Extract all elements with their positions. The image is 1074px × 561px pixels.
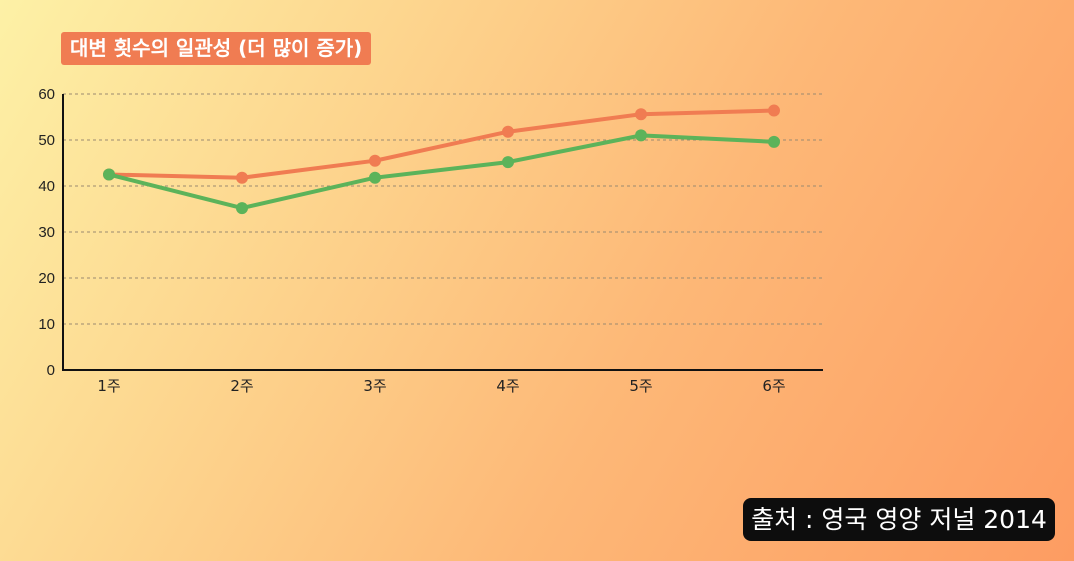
- axes: [62, 94, 823, 371]
- x-tick-label: 5주: [629, 377, 652, 395]
- data-point: [236, 202, 248, 215]
- x-tick-label: 1주: [97, 377, 120, 395]
- series-line: [107, 133, 776, 211]
- y-tick-label: 60: [38, 86, 55, 103]
- chart-title: 대변 횟수의 일관성 (더 많이 증가): [61, 32, 372, 65]
- data-point: [369, 154, 381, 167]
- series-group: [103, 104, 780, 215]
- data-point: [768, 135, 780, 148]
- x-tick-label: 2주: [230, 377, 253, 395]
- y-tick-label: 10: [38, 316, 55, 333]
- x-tick-label: 3주: [363, 377, 386, 395]
- y-tick-label: 50: [38, 132, 55, 149]
- x-tick-label: 4주: [496, 377, 519, 395]
- y-tick-label: 0: [47, 362, 55, 379]
- y-tick-labels: 0 10 20 30 40 50 60: [38, 86, 55, 379]
- data-point: [369, 171, 381, 184]
- data-point: [635, 108, 647, 121]
- source-caption: 출처 : 영국 영양 저널 2014: [743, 498, 1055, 541]
- data-point: [103, 168, 115, 181]
- series-2: [103, 129, 780, 215]
- data-point: [236, 171, 248, 184]
- data-point: [635, 129, 647, 142]
- grid-lines: [63, 93, 823, 325]
- data-point: [502, 156, 514, 169]
- y-tick-label: 40: [38, 178, 55, 195]
- y-tick-label: 20: [38, 270, 55, 287]
- data-point: [768, 104, 780, 117]
- data-point: [502, 125, 514, 138]
- y-tick-label: 30: [38, 224, 55, 241]
- x-tick-label: 6주: [762, 377, 785, 395]
- x-tick-labels: 1주 2주 3주 4주 5주 6주: [97, 377, 785, 395]
- series-line: [107, 108, 776, 180]
